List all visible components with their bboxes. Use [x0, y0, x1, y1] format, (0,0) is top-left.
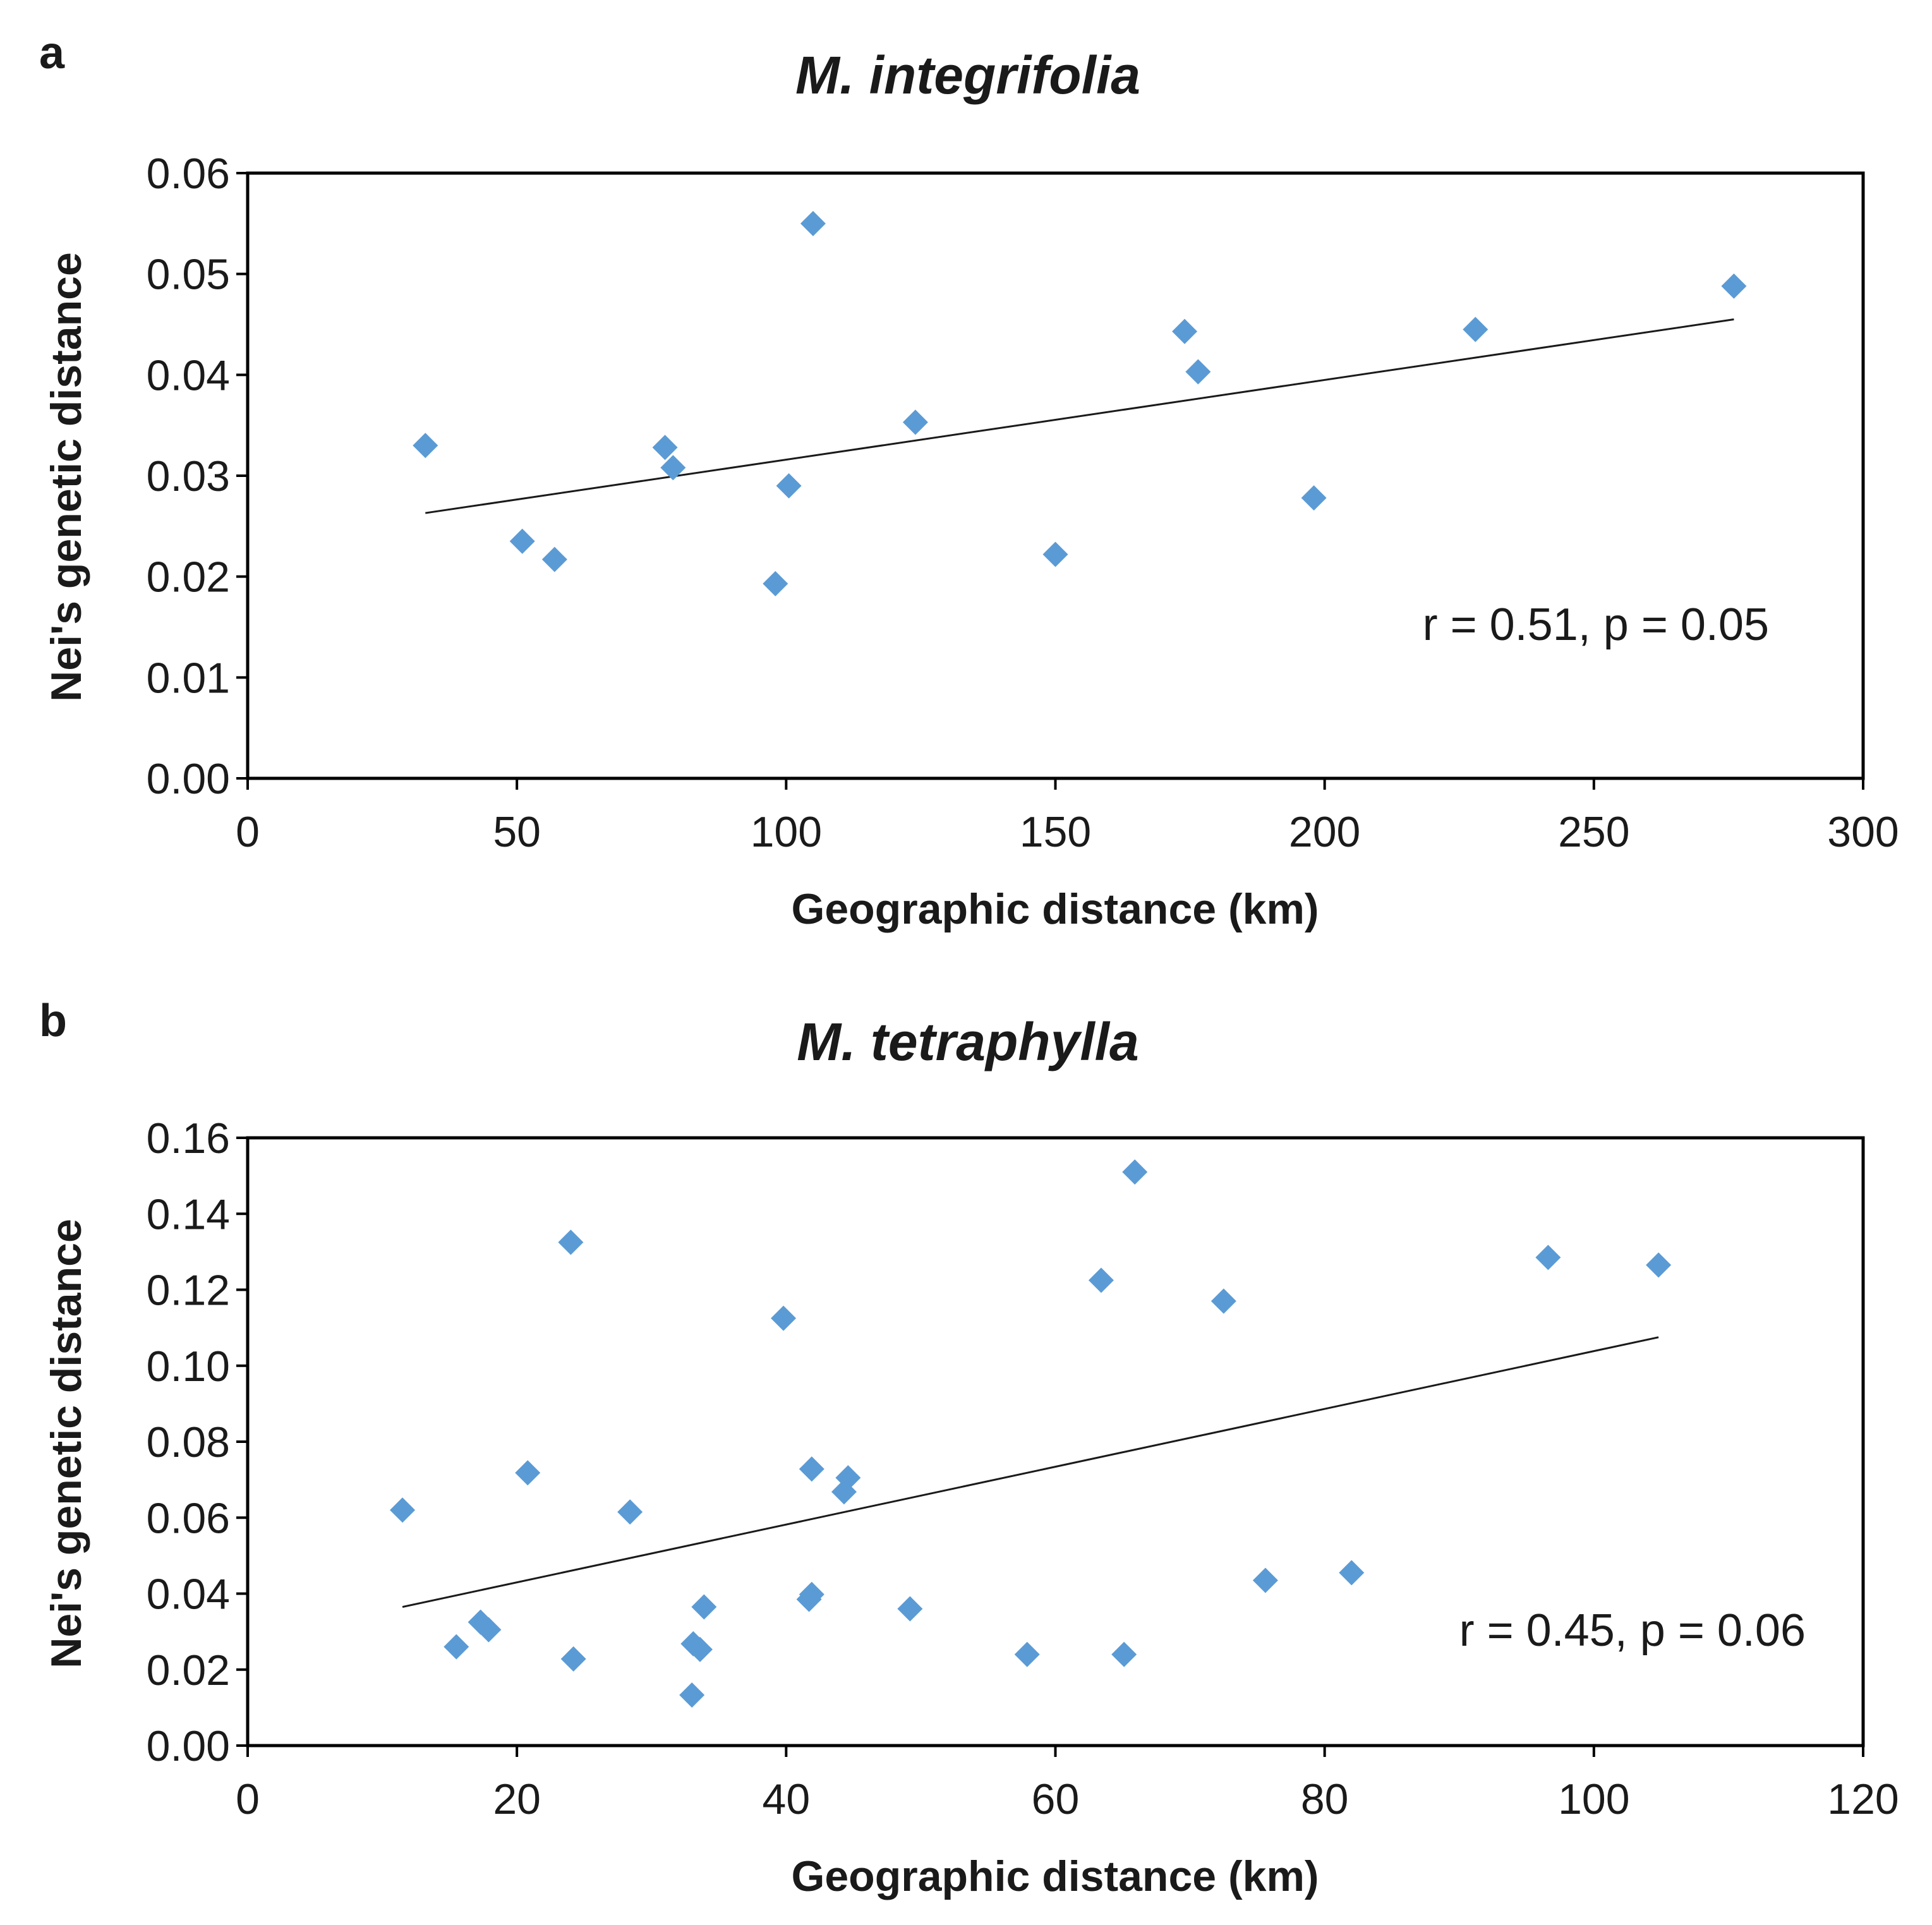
- data-point: [617, 1499, 643, 1525]
- data-point: [444, 1634, 469, 1660]
- y-axis-title-b: Nei's genetic distance: [42, 1219, 90, 1669]
- data-point: [691, 1594, 717, 1620]
- panel-b: b M. tetraphylla Nei's genetic distance …: [39, 996, 1899, 1900]
- data-point: [652, 435, 678, 461]
- y-tick-label: 0.10: [147, 1343, 230, 1391]
- data-point: [560, 1646, 586, 1672]
- x-tick-label: 60: [1032, 1775, 1080, 1823]
- data-point: [763, 570, 788, 596]
- trendline: [425, 318, 1734, 514]
- data-point: [660, 455, 686, 481]
- data-point: [1339, 1560, 1365, 1586]
- y-tick-label: 0.03: [147, 452, 230, 500]
- data-point: [1088, 1267, 1114, 1293]
- y-tick-label: 0.14: [147, 1190, 230, 1238]
- x-tick-label: 40: [763, 1775, 811, 1823]
- data-point: [799, 1456, 824, 1482]
- y-tick-label: 0.08: [147, 1418, 230, 1466]
- data-point: [1172, 318, 1198, 344]
- data-point: [558, 1229, 584, 1255]
- y-tick-label: 0.12: [147, 1267, 230, 1315]
- y-axis-title-a: Nei's genetic distance: [42, 252, 90, 702]
- x-tick-label: 20: [493, 1775, 541, 1823]
- data-point: [1301, 485, 1327, 511]
- x-tick-label: 100: [1558, 1775, 1629, 1823]
- y-tick-label: 0.06: [147, 150, 230, 198]
- data-point: [1014, 1641, 1040, 1667]
- plot-area-a: [246, 171, 1865, 780]
- data-point: [1252, 1567, 1278, 1593]
- x-tick-label: 300: [1827, 808, 1899, 856]
- trendline-group-b: [402, 1336, 1659, 1608]
- data-point: [1463, 317, 1488, 342]
- y-tick-label: 0.02: [147, 1646, 230, 1694]
- y-tick-label: 0.00: [147, 1722, 230, 1770]
- panel-label-a: a: [39, 28, 65, 78]
- data-point: [541, 546, 567, 572]
- data-point: [1721, 273, 1747, 299]
- chart-title-b: M. tetraphylla: [797, 1012, 1138, 1071]
- x-tick-label: 120: [1827, 1775, 1899, 1823]
- x-tick-label: 100: [751, 808, 822, 856]
- data-point: [679, 1682, 705, 1708]
- data-point: [799, 1581, 824, 1607]
- data-point: [902, 409, 928, 435]
- x-tick-label: 0: [236, 1775, 260, 1823]
- x-tick-label: 50: [493, 808, 541, 856]
- y-tick-label: 0.05: [147, 251, 230, 299]
- data-point: [1122, 1159, 1148, 1185]
- x-tick-label: 200: [1289, 808, 1360, 856]
- data-point: [771, 1305, 797, 1331]
- panel-label-b: b: [39, 996, 67, 1046]
- data-point: [476, 1617, 502, 1643]
- axis-ticks-b: 0.00 0.02 0.04 0.06 0.08 0.10 0.12 0.14 0.16 0 20 4…: [147, 1114, 1899, 1823]
- data-point: [1211, 1288, 1236, 1314]
- panel-a: a M. integrifolia Nei's genetic distance…: [39, 28, 1899, 933]
- data-point: [835, 1465, 861, 1491]
- data-point: [1042, 541, 1068, 567]
- y-tick-label: 0.02: [147, 553, 230, 601]
- x-tick-label: 80: [1301, 1775, 1349, 1823]
- trendline-group-a: [425, 318, 1734, 514]
- axis-ticks-a: 0.00 0.01 0.02 0.03 0.04 0.05 0.06 0 50 100 150 200…: [147, 150, 1899, 856]
- y-tick-label: 0.01: [147, 654, 230, 702]
- data-points-a: [413, 210, 1747, 596]
- x-tick-label: 150: [1020, 808, 1091, 856]
- data-point: [515, 1460, 541, 1486]
- data-point: [1535, 1245, 1561, 1270]
- y-tick-label: 0.00: [147, 755, 230, 803]
- y-tick-label: 0.04: [147, 351, 230, 399]
- data-point: [1185, 359, 1211, 385]
- y-tick-label: 0.16: [147, 1114, 230, 1162]
- y-tick-label: 0.04: [147, 1571, 230, 1619]
- data-point: [800, 210, 826, 236]
- data-points-b: [390, 1159, 1672, 1708]
- data-point: [1111, 1641, 1137, 1667]
- trendline: [402, 1336, 1659, 1608]
- correlation-annotation-a: r = 0.51, p = 0.05: [1423, 600, 1769, 650]
- data-point: [509, 528, 535, 554]
- chart-title-a: M. integrifolia: [795, 45, 1140, 105]
- correlation-annotation-b: r = 0.45, p = 0.06: [1459, 1605, 1806, 1656]
- data-point: [776, 473, 802, 498]
- data-point: [897, 1596, 923, 1622]
- data-point: [1646, 1252, 1672, 1278]
- y-tick-label: 0.06: [147, 1494, 230, 1542]
- x-tick-label: 0: [236, 808, 260, 856]
- data-point: [390, 1497, 416, 1523]
- x-axis-title-a: Geographic distance (km): [791, 885, 1319, 933]
- data-point: [687, 1636, 713, 1662]
- data-point: [413, 433, 438, 459]
- x-tick-label: 250: [1558, 808, 1629, 856]
- x-axis-title-b: Geographic distance (km): [791, 1852, 1319, 1900]
